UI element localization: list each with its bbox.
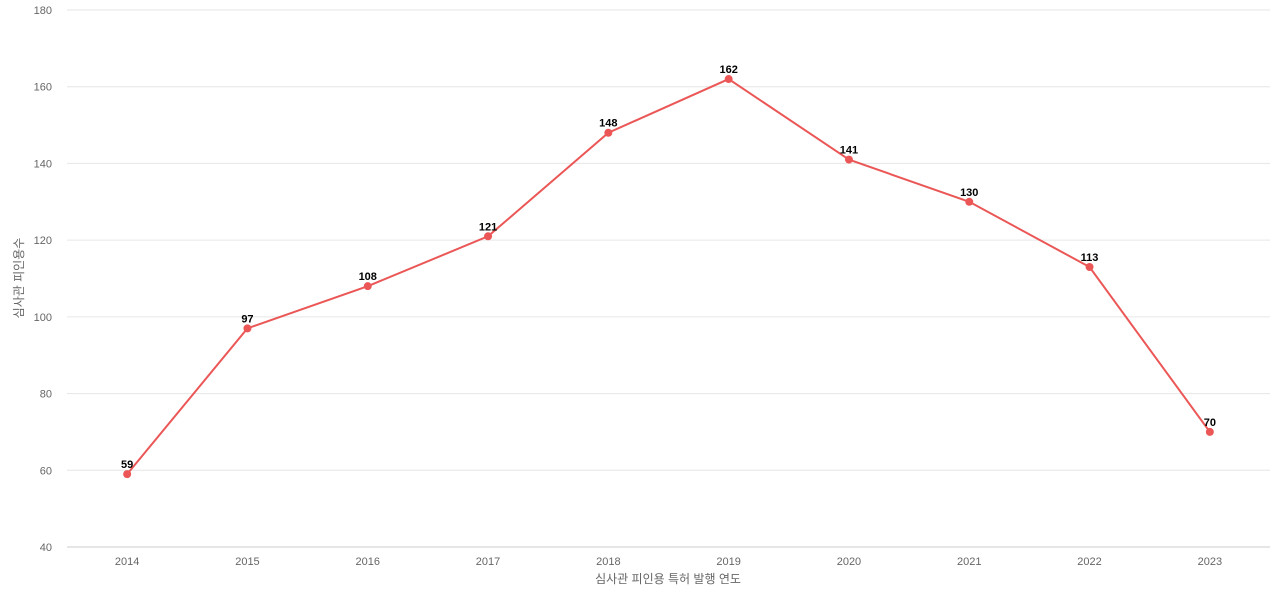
x-tick-label: 2018 [596,556,620,568]
y-axis-ticks: 40 60 80 100 120 140 160 180 [34,5,52,554]
data-point[interactable] [363,282,372,291]
data-point[interactable] [484,232,493,241]
data-points [123,75,1214,479]
data-point[interactable] [844,155,853,164]
x-tick-label: 2016 [356,556,380,568]
data-point[interactable] [724,75,733,84]
y-tick-label: 40 [40,542,52,554]
x-tick-label: 2019 [716,556,740,568]
x-axis-ticks: 2014 2015 2016 2017 2018 2019 2020 2021 2022 2023 [115,556,1222,568]
y-tick-label: 180 [34,5,52,17]
gridlines [67,9,1270,471]
data-label: 59 [121,459,133,471]
series-line [126,77,1211,475]
data-label: 162 [719,64,737,76]
data-label: 108 [359,271,377,283]
data-label: 148 [599,118,617,130]
x-tick-label: 2021 [957,556,981,568]
data-labels: 59 97 108 121 148 162 141 130 113 70 [121,64,1216,471]
data-label: 70 [1204,417,1216,429]
data-label: 113 [1081,252,1099,264]
y-tick-label: 80 [40,389,52,401]
x-tick-label: 2017 [476,556,500,568]
y-tick-label: 140 [34,158,52,170]
data-label: 97 [241,313,253,325]
data-point[interactable] [965,197,974,206]
x-tick-label: 2015 [235,556,259,568]
x-tick-label: 2014 [115,556,139,568]
y-tick-label: 60 [40,465,52,477]
data-point[interactable] [123,470,132,479]
data-label: 130 [960,187,978,199]
data-label: 121 [479,221,497,233]
data-point[interactable] [1085,262,1094,271]
data-label: 141 [840,145,858,157]
data-point[interactable] [604,128,613,137]
data-point[interactable] [1205,427,1214,436]
y-axis-title: 심사관 피인용수 [12,238,26,319]
data-point[interactable] [243,324,252,333]
x-axis-title: 심사관 피인용 특허 발행 연도 [595,571,741,586]
x-tick-label: 2022 [1077,556,1101,568]
y-tick-label: 120 [34,235,52,247]
y-tick-label: 100 [34,312,52,324]
x-tick-label: 2023 [1198,556,1222,568]
x-tick-label: 2020 [837,556,861,568]
y-tick-label: 160 [34,82,52,94]
